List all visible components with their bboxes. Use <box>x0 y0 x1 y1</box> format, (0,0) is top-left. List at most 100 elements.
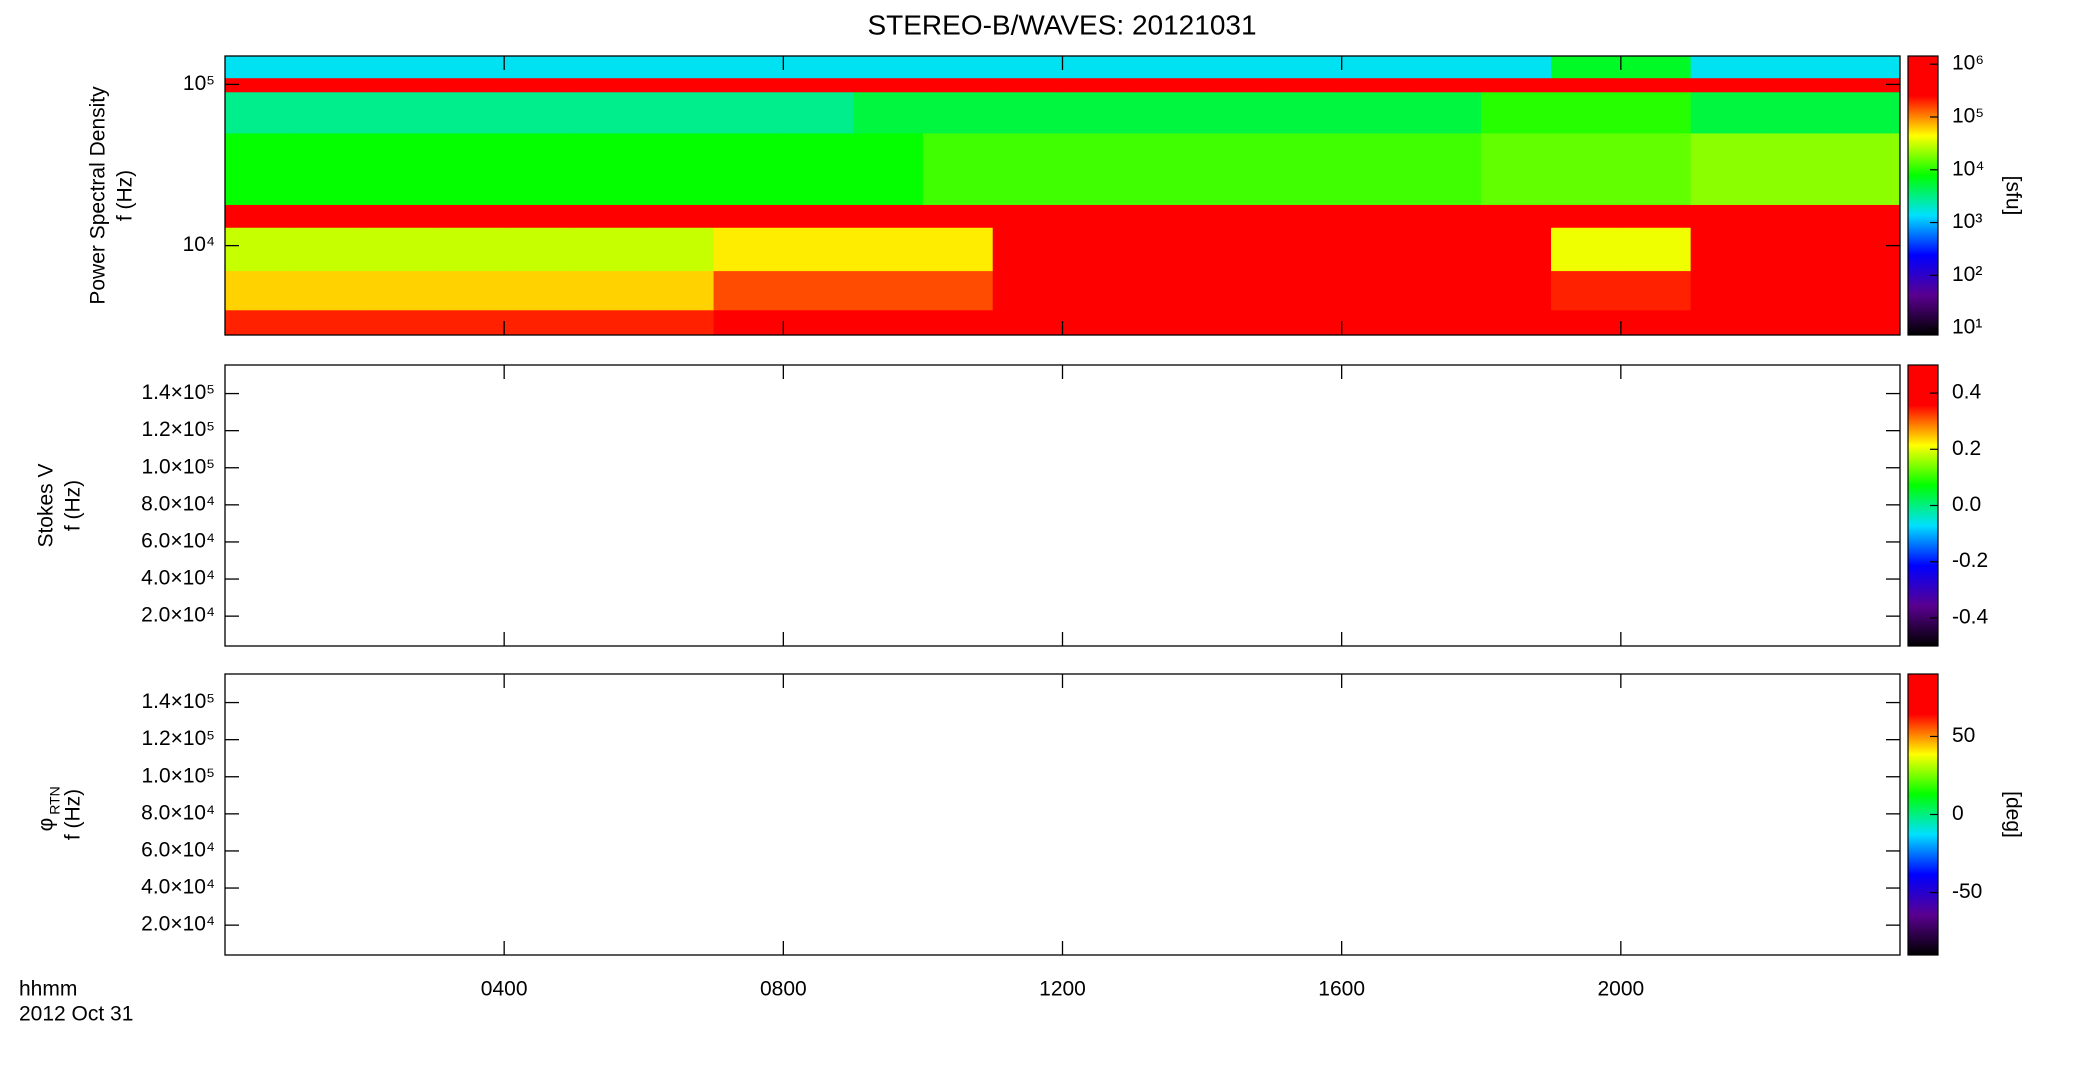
heatmap-cell <box>1620 270 1692 311</box>
heatmap-cell <box>1690 270 1761 311</box>
heatmap-cell <box>573 227 645 272</box>
heatmap-cell <box>922 132 994 205</box>
heatmap-cell <box>1132 270 1203 311</box>
y-axis-unit: f (Hz) <box>62 480 85 531</box>
heatmap-cell <box>364 309 435 336</box>
heatmap-cell <box>783 204 854 228</box>
colorbar-tick-label: 0.4 <box>1952 381 1982 404</box>
heatmap-cell <box>922 227 994 272</box>
y-axis-unit: f (Hz) <box>62 789 85 840</box>
heatmap-cell <box>1062 270 1133 311</box>
colorbar-tick-label: 50 <box>1952 724 1975 747</box>
y-axis-label-sub: RTN <box>47 786 63 815</box>
heatmap-cell <box>225 309 296 336</box>
heatmap-cell <box>992 91 1063 134</box>
heatmap-cell <box>294 204 366 228</box>
y-tick-label: 1.2×10⁵ <box>141 727 215 750</box>
y-tick-label: 2.0×10⁴ <box>141 604 215 627</box>
heatmap-cell <box>783 309 854 336</box>
x-tick-label: 2000 <box>1597 978 1644 1001</box>
y-tick-label: 4.0×10⁴ <box>141 567 215 590</box>
heatmap-cell <box>573 309 645 336</box>
colorbar-tick-label: 0 <box>1952 802 1964 825</box>
heatmap-cell <box>1062 91 1133 134</box>
heatmap-cell <box>434 91 505 134</box>
plot-frame <box>224 364 1901 647</box>
y-tick-label: 2.0×10⁴ <box>141 913 215 936</box>
heatmap-cell <box>1760 132 1831 205</box>
heatmap-cell <box>1620 204 1692 228</box>
heatmap-cell <box>853 309 924 336</box>
heatmap-cell <box>992 204 1063 228</box>
heatmap-cell <box>364 270 435 311</box>
heatmap-cell <box>1551 270 1622 311</box>
heatmap-cell <box>573 91 645 134</box>
x-tick-label: 0400 <box>481 978 528 1001</box>
heatmap-cell <box>1202 309 1273 336</box>
heatmap-cell <box>1830 91 1901 134</box>
heatmap-cell <box>1690 56 1761 79</box>
heatmap-cell <box>1690 77 1761 93</box>
heatmap-cell <box>992 227 1063 272</box>
heatmap-cell <box>922 56 994 79</box>
heatmap-cell <box>573 56 645 79</box>
heatmap-cell <box>294 309 366 336</box>
heatmap-cell <box>1411 227 1482 272</box>
heatmap-cell <box>434 227 505 272</box>
heatmap-cell <box>573 132 645 205</box>
heatmap-cell <box>364 91 435 134</box>
heatmap-cell <box>853 91 924 134</box>
heatmap-cell <box>922 77 994 93</box>
colorbar-tick-label: -0.4 <box>1952 605 1989 628</box>
heatmap-cell <box>992 77 1063 93</box>
heatmap-cell <box>1202 270 1273 311</box>
y-tick-label: 1.2×10⁵ <box>141 418 215 441</box>
heatmap-cell <box>853 77 924 93</box>
heatmap-cell <box>783 227 854 272</box>
heatmap-cell <box>434 270 505 311</box>
heatmap-cell <box>1760 309 1831 336</box>
heatmap-cell <box>1341 204 1412 228</box>
heatmap-cell <box>1341 132 1412 205</box>
y-tick-label: 1.0×10⁵ <box>141 455 215 478</box>
x-axis-label: hhmm <box>19 978 77 1001</box>
heatmap-cell <box>1411 56 1482 79</box>
heatmap-cell <box>225 132 296 205</box>
heatmap-cell <box>1341 77 1412 93</box>
heatmap-cell <box>1760 56 1831 79</box>
heatmap-cell <box>1062 309 1133 336</box>
heatmap-cell <box>643 270 715 311</box>
heatmap-cell <box>1271 227 1343 272</box>
heatmap-cell <box>1551 91 1622 134</box>
heatmap-cell <box>225 56 296 79</box>
heatmap-cell <box>1132 227 1203 272</box>
heatmap-cell <box>1620 132 1692 205</box>
heatmap-cell <box>1830 204 1901 228</box>
colorbar-tick-label: 10⁶ <box>1952 52 1984 75</box>
heatmap-cell <box>1132 132 1203 205</box>
heatmap-cell <box>1760 227 1831 272</box>
heatmap-cell <box>713 227 784 272</box>
heatmap-cell <box>434 309 505 336</box>
heatmap-cell <box>504 204 575 228</box>
heatmap-cell <box>1271 309 1343 336</box>
heatmap-cell <box>294 77 366 93</box>
heatmap-cell <box>1760 270 1831 311</box>
heatmap-cell <box>1411 309 1482 336</box>
heatmap-cell <box>504 132 575 205</box>
heatmap-cell <box>1132 91 1203 134</box>
y-tick-label: 1.4×10⁵ <box>141 690 215 713</box>
heatmap-cell <box>922 270 994 311</box>
heatmap-cell <box>364 227 435 272</box>
heatmap-cell <box>853 227 924 272</box>
heatmap-cell <box>1271 91 1343 134</box>
heatmap-cell <box>1620 227 1692 272</box>
heatmap-cell <box>1551 204 1622 228</box>
heatmap-cell <box>713 91 784 134</box>
heatmap-cell <box>504 270 575 311</box>
heatmap-cell <box>1202 77 1273 93</box>
heatmap-cell <box>1062 56 1133 79</box>
heatmap-cell <box>1481 227 1552 272</box>
heatmap-cell <box>1132 309 1203 336</box>
